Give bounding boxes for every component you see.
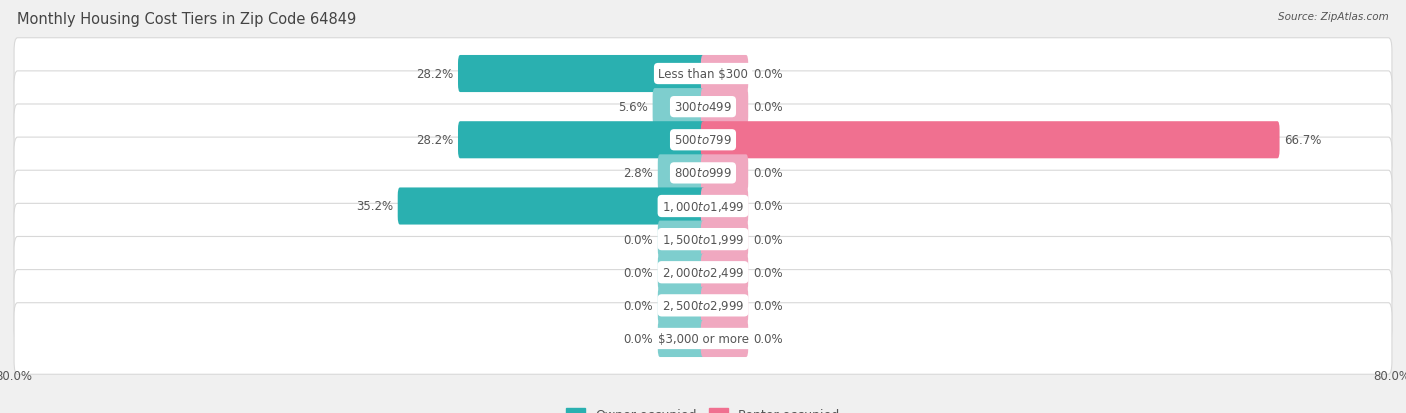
Text: Monthly Housing Cost Tiers in Zip Code 64849: Monthly Housing Cost Tiers in Zip Code 6… [17, 12, 356, 27]
Text: 0.0%: 0.0% [754, 68, 783, 81]
Text: $3,000 or more: $3,000 or more [658, 332, 748, 345]
Text: Source: ZipAtlas.com: Source: ZipAtlas.com [1278, 12, 1389, 22]
Text: 5.6%: 5.6% [619, 101, 648, 114]
Text: $800 to $999: $800 to $999 [673, 167, 733, 180]
Text: $1,500 to $1,999: $1,500 to $1,999 [662, 233, 744, 247]
Text: $1,000 to $1,499: $1,000 to $1,499 [662, 199, 744, 214]
Text: 0.0%: 0.0% [623, 233, 652, 246]
FancyBboxPatch shape [14, 171, 1392, 242]
FancyBboxPatch shape [700, 221, 748, 258]
Text: 66.7%: 66.7% [1284, 134, 1322, 147]
FancyBboxPatch shape [700, 287, 748, 324]
FancyBboxPatch shape [700, 122, 1279, 159]
FancyBboxPatch shape [700, 254, 748, 291]
FancyBboxPatch shape [700, 89, 748, 126]
FancyBboxPatch shape [700, 56, 748, 93]
FancyBboxPatch shape [458, 122, 706, 159]
Text: 0.0%: 0.0% [754, 101, 783, 114]
Text: 2.8%: 2.8% [623, 167, 652, 180]
FancyBboxPatch shape [700, 155, 748, 192]
FancyBboxPatch shape [14, 72, 1392, 143]
Text: $2,000 to $2,499: $2,000 to $2,499 [662, 266, 744, 280]
FancyBboxPatch shape [658, 155, 706, 192]
Text: $2,500 to $2,999: $2,500 to $2,999 [662, 299, 744, 313]
FancyBboxPatch shape [658, 254, 706, 291]
FancyBboxPatch shape [700, 188, 748, 225]
FancyBboxPatch shape [14, 105, 1392, 176]
FancyBboxPatch shape [652, 89, 706, 126]
Text: 0.0%: 0.0% [623, 332, 652, 345]
FancyBboxPatch shape [14, 204, 1392, 275]
FancyBboxPatch shape [658, 221, 706, 258]
Text: 0.0%: 0.0% [754, 167, 783, 180]
Text: 35.2%: 35.2% [356, 200, 392, 213]
Text: 0.0%: 0.0% [623, 266, 652, 279]
FancyBboxPatch shape [700, 320, 748, 357]
FancyBboxPatch shape [14, 39, 1392, 110]
FancyBboxPatch shape [14, 138, 1392, 209]
Text: 28.2%: 28.2% [416, 68, 453, 81]
Text: 0.0%: 0.0% [754, 332, 783, 345]
FancyBboxPatch shape [14, 237, 1392, 308]
FancyBboxPatch shape [398, 188, 706, 225]
Legend: Owner-occupied, Renter-occupied: Owner-occupied, Renter-occupied [561, 404, 845, 413]
Text: Less than $300: Less than $300 [658, 68, 748, 81]
FancyBboxPatch shape [658, 320, 706, 357]
Text: 0.0%: 0.0% [754, 299, 783, 312]
FancyBboxPatch shape [14, 270, 1392, 341]
Text: 28.2%: 28.2% [416, 134, 453, 147]
FancyBboxPatch shape [14, 303, 1392, 374]
Text: 0.0%: 0.0% [623, 299, 652, 312]
Text: 0.0%: 0.0% [754, 233, 783, 246]
Text: $300 to $499: $300 to $499 [673, 101, 733, 114]
FancyBboxPatch shape [458, 56, 706, 93]
Text: 0.0%: 0.0% [754, 200, 783, 213]
Text: $500 to $799: $500 to $799 [673, 134, 733, 147]
Text: 0.0%: 0.0% [754, 266, 783, 279]
FancyBboxPatch shape [658, 287, 706, 324]
